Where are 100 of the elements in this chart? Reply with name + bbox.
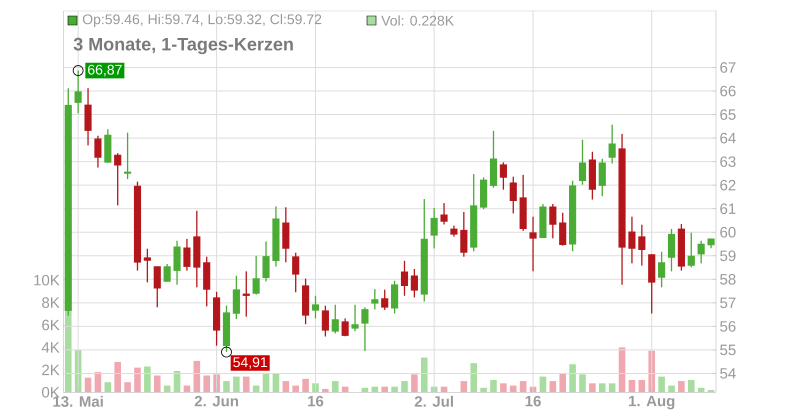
candlestick: [74, 70, 82, 114]
candlestick: [173, 240, 181, 286]
candlestick: [124, 132, 132, 180]
x-tick-label: 13. Mai: [53, 396, 103, 407]
y-tick-label: 62: [720, 180, 736, 190]
annotation: 66,87: [88, 64, 122, 76]
candlestick: [510, 176, 517, 214]
candlestick: [430, 207, 438, 250]
candlestick: [549, 203, 556, 240]
bar: [638, 380, 646, 392]
bar: [668, 386, 675, 392]
bar: [510, 386, 517, 392]
y-tick-label: 57: [720, 298, 736, 308]
candlestick: [628, 216, 636, 264]
bar: [242, 376, 250, 392]
y2-tick-label: 8K: [42, 297, 60, 308]
y-tick-label: 54: [720, 368, 736, 379]
candlestick: [440, 202, 448, 226]
candlestick: [410, 268, 418, 298]
x-tick-label: 16: [526, 396, 541, 406]
bar: [540, 376, 546, 392]
candlestick: [351, 304, 359, 332]
annotation: Op:59.46, Hi:59.74, Lo:59.32, Cl:59.72: [82, 14, 322, 28]
bar: [569, 364, 576, 392]
candlestick: [164, 263, 171, 282]
bar: [678, 381, 685, 392]
bar: [332, 381, 339, 392]
candlestick: [292, 252, 300, 293]
bar: [223, 381, 230, 392]
candlestick: [252, 255, 260, 296]
candlestick: [688, 232, 695, 268]
x-tick-label: 16: [308, 396, 324, 406]
annotation: Vol: 0.228K: [381, 15, 454, 26]
candlestick: [371, 288, 378, 310]
candlestick: [698, 240, 705, 264]
candlestick: [598, 158, 606, 197]
candlestick: [658, 251, 666, 288]
bar: [194, 360, 200, 392]
y-tick-label: 63: [720, 156, 736, 167]
y-tick-label: 61: [720, 203, 736, 214]
candlestick: [460, 211, 468, 258]
bar: [500, 383, 507, 392]
candlestick: [332, 304, 339, 334]
bar: [372, 386, 378, 392]
text: 3 Monate, 1-Tages-Kerzen: [74, 38, 293, 54]
annotation: 54,91: [233, 357, 268, 369]
candlestick: [500, 162, 507, 190]
y2-tick-label: 0K: [42, 386, 60, 398]
bar: [440, 386, 448, 392]
candlestick: [94, 135, 102, 168]
candlestick: [114, 152, 122, 206]
candlestick: [450, 225, 458, 238]
bar: [134, 368, 141, 392]
candlestick: [400, 260, 408, 296]
bar: [470, 363, 478, 392]
candlestick: [391, 280, 398, 314]
y2-tick-label: 6K: [42, 320, 60, 330]
bar: [184, 386, 190, 392]
candlestick: [262, 240, 270, 282]
bar: [84, 378, 92, 392]
candlestick: [242, 270, 250, 318]
bar: [559, 373, 566, 392]
bar: [144, 366, 151, 392]
y-tick-label: 59: [720, 250, 736, 262]
candlestick: [361, 306, 368, 352]
x-tick-label: 1. Aug: [629, 396, 674, 410]
bar: [164, 386, 170, 392]
bar: [381, 386, 388, 392]
y-tick-label: 55: [720, 344, 736, 356]
bar: [203, 375, 210, 392]
bar: [391, 386, 398, 392]
bar: [114, 362, 121, 392]
candlestick: [312, 295, 320, 320]
bar: [550, 381, 556, 392]
y-tick-label: 67: [720, 62, 736, 73]
bar: [688, 380, 695, 392]
bar: [401, 381, 408, 392]
bar: [292, 386, 300, 392]
bar: [658, 376, 665, 392]
candlestick: [322, 305, 329, 338]
bar: [460, 381, 468, 392]
y-tick-label: 58: [720, 274, 736, 285]
candlestick: [144, 248, 151, 284]
bar: [104, 382, 112, 392]
y-tick-label: 65: [720, 109, 736, 120]
bar: [124, 382, 131, 392]
x-tick-label: 2. Jul: [414, 396, 453, 407]
bar: [154, 375, 161, 392]
bar: [628, 380, 636, 392]
y-tick-label: 60: [720, 226, 736, 238]
bar: [272, 373, 280, 392]
y-tick-label: 64: [720, 132, 736, 144]
candlestick: [381, 289, 388, 311]
candlestick: [608, 124, 616, 164]
bar: [411, 374, 418, 392]
bar: [589, 383, 596, 392]
candlestick: [342, 318, 349, 337]
bar: [94, 372, 102, 392]
bar: [608, 383, 616, 392]
candlestick: [668, 228, 676, 272]
